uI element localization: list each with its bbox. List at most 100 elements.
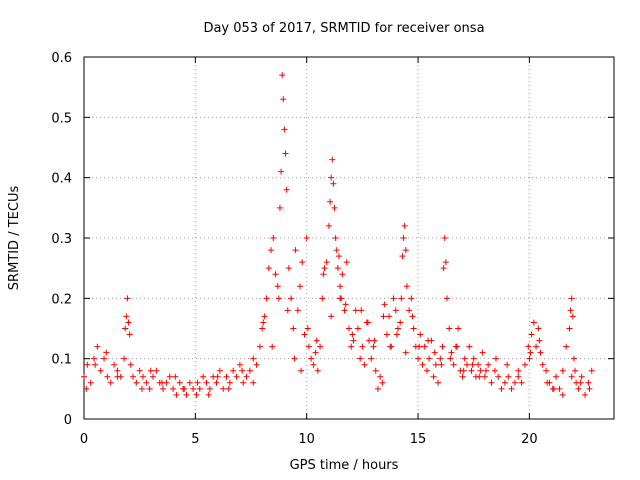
data-point xyxy=(285,265,292,272)
data-point xyxy=(442,259,449,266)
data-point xyxy=(528,331,535,338)
data-point xyxy=(269,343,276,350)
data-point xyxy=(310,361,317,368)
data-point xyxy=(166,373,173,380)
data-point xyxy=(114,373,121,380)
data-point xyxy=(521,361,528,368)
data-point xyxy=(437,355,444,362)
data-point xyxy=(147,367,154,374)
data-point xyxy=(250,379,257,386)
data-point xyxy=(225,385,232,392)
data-point xyxy=(337,295,344,302)
data-point xyxy=(274,283,281,290)
data-point xyxy=(481,373,488,380)
data-point xyxy=(308,355,315,362)
y-tick-label: 0.6 xyxy=(51,51,72,66)
data-point xyxy=(230,367,237,374)
data-point xyxy=(325,222,332,229)
data-point xyxy=(294,307,301,314)
data-point xyxy=(158,379,165,386)
data-point xyxy=(122,325,129,332)
data-point xyxy=(358,307,365,314)
data-point xyxy=(284,307,291,314)
data-point xyxy=(83,385,90,392)
data-point xyxy=(403,283,410,290)
data-point xyxy=(577,379,584,386)
data-point xyxy=(335,253,342,260)
x-tick-label: 10 xyxy=(298,432,315,447)
data-point xyxy=(323,259,330,266)
data-point xyxy=(125,319,132,326)
data-point xyxy=(556,385,563,392)
data-point xyxy=(383,331,390,338)
data-point xyxy=(317,343,324,350)
data-point xyxy=(126,331,133,338)
data-point xyxy=(387,343,394,350)
data-point xyxy=(446,325,453,332)
data-point xyxy=(569,313,576,320)
data-point xyxy=(543,367,550,374)
data-point xyxy=(539,361,546,368)
data-point xyxy=(146,385,153,392)
data-point xyxy=(203,379,210,386)
y-axis: 0 0.1 0.2 0.3 0.4 0.5 0.6 xyxy=(51,51,614,428)
data-point xyxy=(380,313,387,320)
data-point xyxy=(333,247,340,254)
data-point xyxy=(127,361,134,368)
data-point xyxy=(397,319,404,326)
data-point xyxy=(575,385,582,392)
data-point xyxy=(438,361,445,368)
y-axis-label: SRMTID / TECUs xyxy=(7,186,22,291)
data-point xyxy=(150,373,157,380)
data-point xyxy=(372,367,379,374)
data-point xyxy=(504,361,511,368)
data-point xyxy=(186,379,193,386)
data-point xyxy=(402,349,409,356)
data-point xyxy=(454,343,461,350)
data-point xyxy=(200,373,207,380)
data-point xyxy=(364,319,371,326)
data-point xyxy=(299,259,306,266)
data-point xyxy=(176,379,183,386)
data-point xyxy=(491,367,498,374)
data-point xyxy=(190,385,197,392)
data-point xyxy=(488,379,495,386)
data-point xyxy=(92,361,99,368)
data-point xyxy=(354,325,361,332)
data-point xyxy=(440,265,447,272)
data-point xyxy=(270,235,277,241)
data-point xyxy=(470,355,477,362)
data-point xyxy=(406,307,413,314)
data-point xyxy=(334,265,341,272)
data-point xyxy=(370,343,377,350)
data-point xyxy=(332,235,339,241)
data-point xyxy=(479,349,486,356)
data-point xyxy=(568,373,575,380)
data-point xyxy=(101,355,108,362)
data-point xyxy=(459,373,466,380)
data-point xyxy=(305,343,312,350)
data-point xyxy=(312,349,319,356)
data-point xyxy=(136,367,143,374)
x-tick-label: 5 xyxy=(191,432,199,447)
data-point xyxy=(439,343,446,350)
data-point xyxy=(468,367,475,374)
data-point xyxy=(259,325,266,332)
data-point xyxy=(455,325,462,332)
data-point xyxy=(343,259,350,266)
data-point xyxy=(415,355,422,362)
data-point xyxy=(337,283,344,290)
data-point xyxy=(359,343,366,350)
data-point xyxy=(476,373,483,380)
data-point xyxy=(243,373,250,380)
data-point xyxy=(501,379,508,386)
data-point xyxy=(107,379,114,386)
y-tick-label: 0.3 xyxy=(51,232,72,247)
data-point xyxy=(515,367,522,374)
data-point xyxy=(140,373,147,380)
data-point xyxy=(511,379,518,386)
data-point xyxy=(265,265,272,272)
data-point xyxy=(94,343,101,350)
data-point xyxy=(430,373,437,380)
data-point xyxy=(379,379,386,386)
